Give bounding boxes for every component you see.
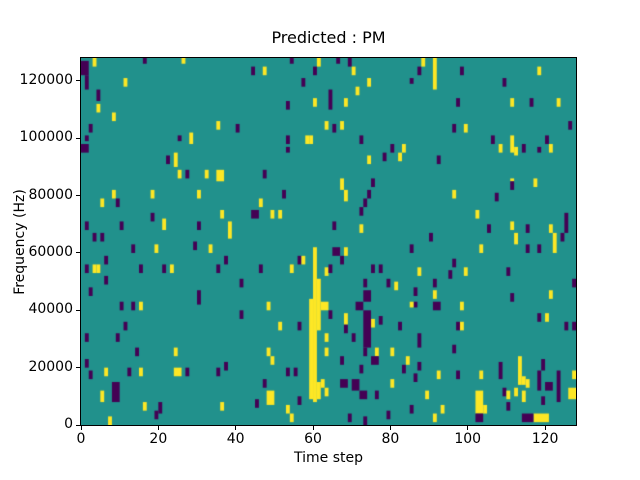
x-tick-label: 100	[454, 431, 482, 447]
y-tick-mark	[76, 367, 80, 369]
y-axis-label: Frequency (Hz)	[12, 189, 28, 295]
chart-title: Predicted : PM	[271, 28, 386, 47]
y-tick-label: 40000	[28, 301, 73, 318]
x-tick-mark	[544, 426, 546, 430]
x-tick-mark	[157, 426, 159, 430]
x-tick-label: 20	[149, 431, 168, 447]
y-tick-mark	[76, 309, 80, 311]
y-tick-label: 20000	[28, 358, 73, 375]
x-tick-mark	[312, 426, 314, 430]
x-axis-label: Time step	[294, 450, 363, 466]
heatmap-canvas	[81, 58, 576, 425]
y-tick-label: 120000	[19, 71, 73, 88]
x-tick-mark	[467, 426, 469, 430]
plot-area	[80, 57, 577, 426]
x-tick-label: 0	[76, 431, 86, 447]
y-tick-mark	[76, 252, 80, 254]
y-tick-label: 100000	[19, 129, 73, 146]
x-tick-label: 80	[381, 431, 400, 447]
y-tick-mark	[76, 80, 80, 82]
y-tick-mark	[76, 424, 80, 426]
x-tick-mark	[389, 426, 391, 430]
x-tick-label: 120	[531, 431, 559, 447]
y-tick-mark	[76, 195, 80, 197]
x-tick-label: 40	[226, 431, 245, 447]
y-tick-mark	[76, 137, 80, 139]
x-tick-mark	[80, 426, 82, 430]
y-tick-label: 60000	[28, 243, 73, 260]
y-tick-label: 0	[64, 416, 73, 432]
x-tick-mark	[235, 426, 237, 430]
x-tick-label: 60	[304, 431, 322, 447]
y-tick-label: 80000	[28, 186, 73, 203]
